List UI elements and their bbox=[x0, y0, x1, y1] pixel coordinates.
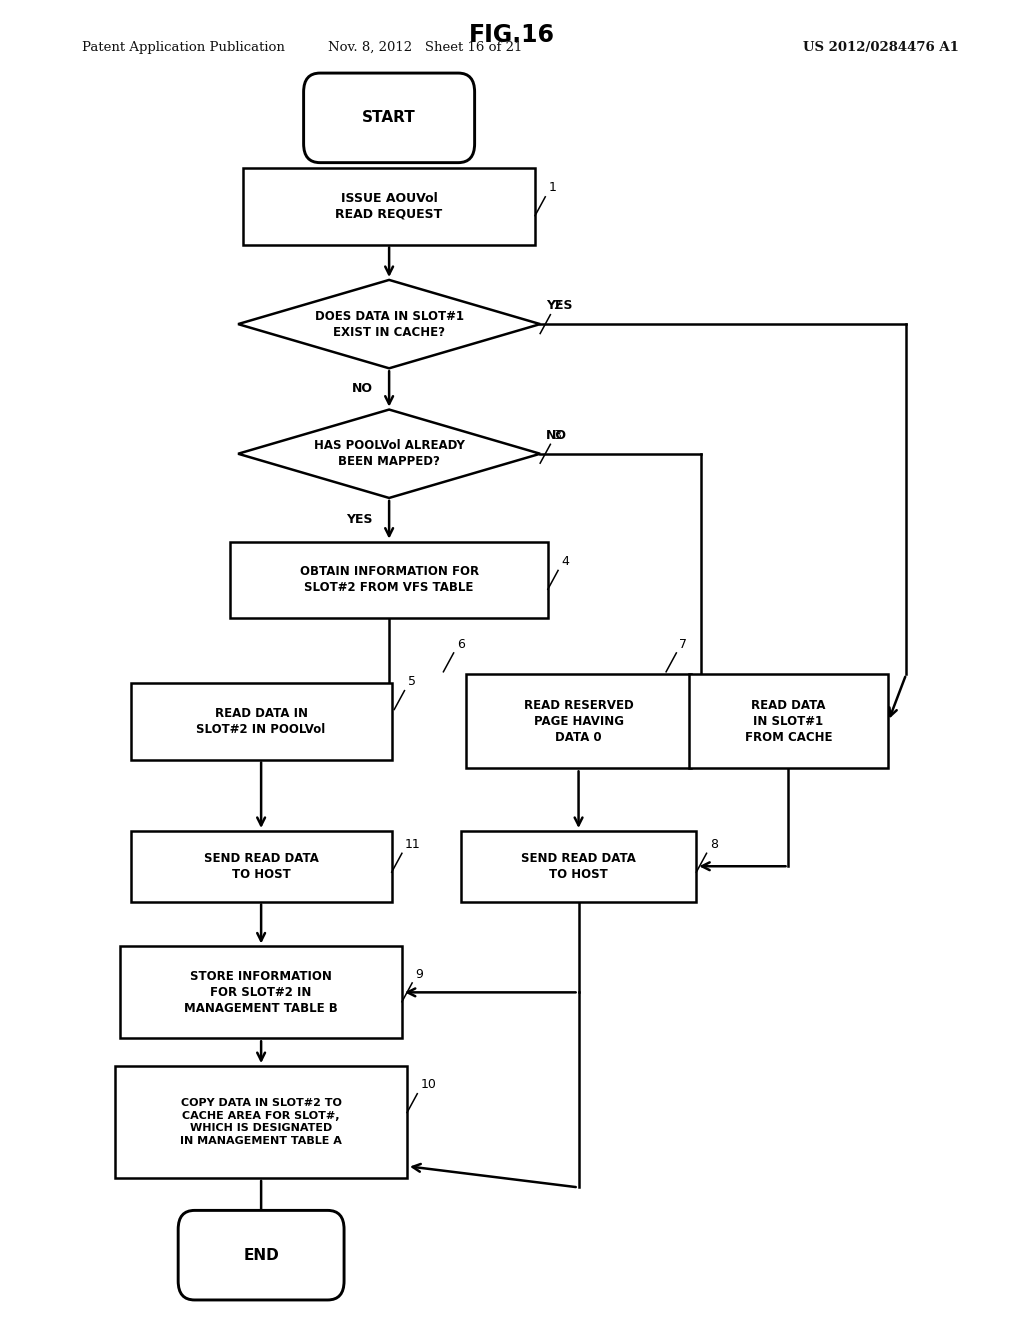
Text: 2: 2 bbox=[553, 300, 561, 313]
Polygon shape bbox=[238, 280, 541, 368]
Polygon shape bbox=[238, 409, 541, 498]
Text: 10: 10 bbox=[420, 1078, 436, 1092]
FancyBboxPatch shape bbox=[230, 541, 548, 618]
Text: END: END bbox=[244, 1247, 279, 1263]
Text: 5: 5 bbox=[408, 676, 416, 688]
Text: 7: 7 bbox=[680, 638, 687, 651]
Text: 3: 3 bbox=[553, 429, 561, 442]
FancyBboxPatch shape bbox=[466, 675, 691, 768]
FancyBboxPatch shape bbox=[131, 682, 391, 759]
Text: YES: YES bbox=[346, 513, 373, 527]
Text: FIG.16: FIG.16 bbox=[469, 24, 555, 48]
Text: SEND READ DATA
TO HOST: SEND READ DATA TO HOST bbox=[204, 851, 318, 880]
Text: Patent Application Publication: Patent Application Publication bbox=[82, 41, 285, 54]
Text: NO: NO bbox=[351, 383, 373, 396]
FancyBboxPatch shape bbox=[244, 168, 535, 244]
Text: READ DATA IN
SLOT#2 IN POOLVol: READ DATA IN SLOT#2 IN POOLVol bbox=[197, 706, 326, 735]
FancyBboxPatch shape bbox=[178, 1210, 344, 1300]
Text: 6: 6 bbox=[457, 638, 465, 651]
FancyBboxPatch shape bbox=[116, 1067, 407, 1177]
FancyBboxPatch shape bbox=[303, 73, 475, 162]
Text: HAS POOLVol ALREADY
BEEN MAPPED?: HAS POOLVol ALREADY BEEN MAPPED? bbox=[313, 440, 465, 469]
Text: 9: 9 bbox=[416, 968, 423, 981]
FancyBboxPatch shape bbox=[131, 830, 391, 902]
Text: SEND READ DATA
TO HOST: SEND READ DATA TO HOST bbox=[521, 851, 636, 880]
Text: 4: 4 bbox=[561, 556, 569, 568]
Text: OBTAIN INFORMATION FOR
SLOT#2 FROM VFS TABLE: OBTAIN INFORMATION FOR SLOT#2 FROM VFS T… bbox=[300, 565, 478, 594]
Text: DOES DATA IN SLOT#1
EXIST IN CACHE?: DOES DATA IN SLOT#1 EXIST IN CACHE? bbox=[314, 310, 464, 339]
Text: 8: 8 bbox=[710, 838, 718, 851]
Text: NO: NO bbox=[547, 429, 567, 442]
Text: Nov. 8, 2012   Sheet 16 of 21: Nov. 8, 2012 Sheet 16 of 21 bbox=[328, 41, 522, 54]
Text: COPY DATA IN SLOT#2 TO
CACHE AREA FOR SLOT#,
WHICH IS DESIGNATED
IN MANAGEMENT T: COPY DATA IN SLOT#2 TO CACHE AREA FOR SL… bbox=[180, 1098, 342, 1146]
Text: US 2012/0284476 A1: US 2012/0284476 A1 bbox=[803, 41, 958, 54]
FancyBboxPatch shape bbox=[688, 675, 888, 768]
Text: ISSUE AOUVol
READ REQUEST: ISSUE AOUVol READ REQUEST bbox=[336, 191, 442, 220]
FancyBboxPatch shape bbox=[121, 946, 401, 1039]
Text: READ DATA
IN SLOT#1
FROM CACHE: READ DATA IN SLOT#1 FROM CACHE bbox=[744, 698, 833, 743]
Text: 11: 11 bbox=[406, 838, 421, 851]
FancyBboxPatch shape bbox=[461, 830, 696, 902]
Text: STORE INFORMATION
FOR SLOT#2 IN
MANAGEMENT TABLE B: STORE INFORMATION FOR SLOT#2 IN MANAGEME… bbox=[184, 970, 338, 1015]
Text: 1: 1 bbox=[549, 181, 556, 194]
Text: START: START bbox=[362, 111, 416, 125]
Text: YES: YES bbox=[547, 300, 572, 313]
Text: READ RESERVED
PAGE HAVING
DATA 0: READ RESERVED PAGE HAVING DATA 0 bbox=[523, 698, 634, 743]
